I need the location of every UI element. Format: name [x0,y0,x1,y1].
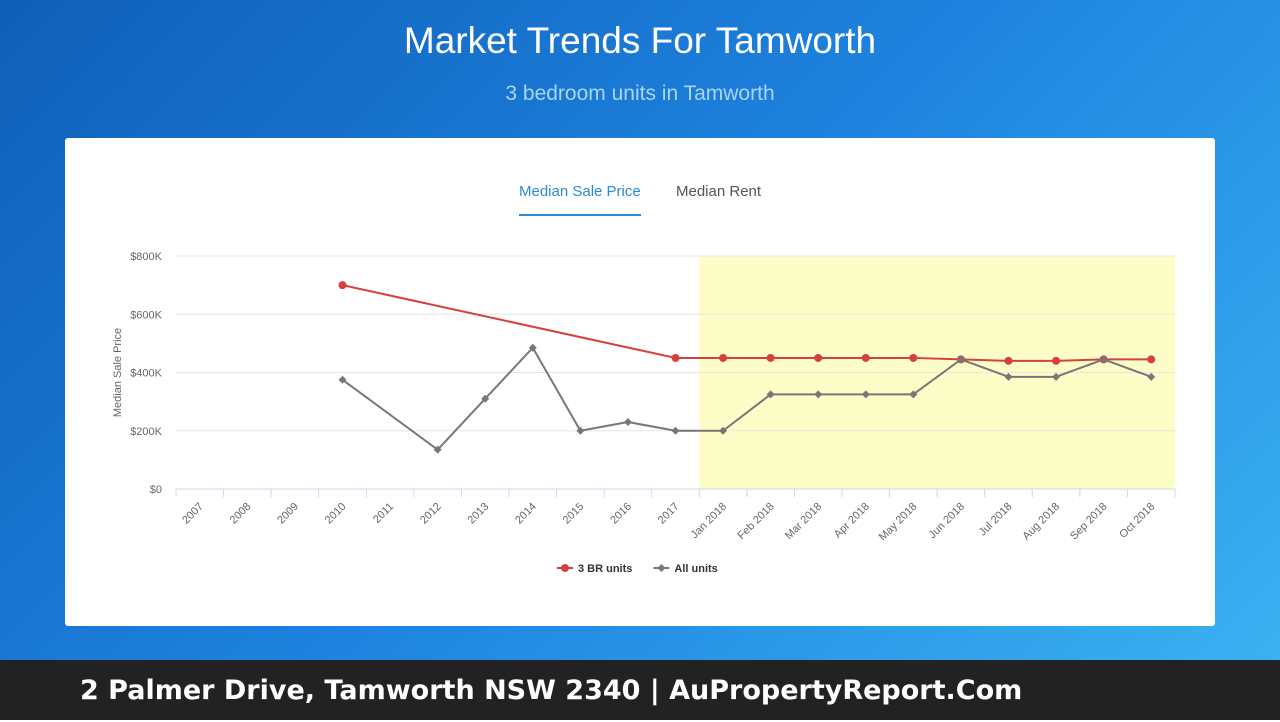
line-segment [912,358,962,396]
line-segment [1055,358,1104,378]
x-tick-label: 2013 [466,501,492,527]
line-segment [341,378,439,451]
y-tick-label: $200K [130,426,162,438]
point [623,418,632,427]
point [766,353,775,362]
point [719,353,728,362]
y-tick-label: $0 [150,484,162,496]
line-segment [960,358,1009,362]
x-tick-label: 2012 [418,501,444,527]
point [814,390,823,399]
chart: $0 $200K $400K $600K $800K 2007 2008 2009 2010 20… [112,251,1176,575]
line-segment [436,398,486,451]
point [861,353,870,362]
line-segment [531,347,582,432]
line-segment [580,421,629,432]
point [909,353,918,362]
x-tick-label: 2011 [371,501,396,526]
x-tick-label: Jul 2018 [977,501,1015,539]
x-tick-label: 2008 [228,501,254,527]
x-tick-label: Aug 2018 [1020,501,1062,543]
point [1004,356,1013,365]
x-tick-label: May 2018 [877,501,920,544]
point [814,353,823,362]
line-segment [342,284,676,359]
line-segment [1056,358,1104,362]
x-tick-label: Jun 2018 [927,501,967,541]
y-tick-label: $400K [130,368,162,380]
line-segment [484,347,534,400]
y-axis-label: Median Sale Price [112,328,124,417]
x-tick-label: 2014 [513,501,539,527]
y-tick-label: $600K [130,309,162,321]
point [1099,355,1108,364]
x-tick-label: 2010 [323,501,349,527]
x-tick-label: Oct 2018 [1117,501,1157,541]
point [1147,372,1156,381]
legend-marker [561,564,569,572]
point [1052,356,1061,365]
footer: 2 Palmer Drive, Tamworth NSW 2340 | AuPr… [0,660,1280,720]
x-tick-label: Mar 2018 [783,501,824,542]
y-tick-label: $800K [130,251,162,263]
point [1004,372,1013,381]
page-subtitle: 3 bedroom units in Tamworth [505,82,775,105]
x-tick-label: 2016 [608,501,634,527]
point [528,343,537,352]
point [338,281,347,290]
x-tick-label: 2007 [180,501,206,527]
point [861,390,870,399]
x-tick-label: Apr 2018 [832,501,872,541]
legend-label: 3 BR units [578,563,632,575]
line-segment [960,358,1009,378]
point [766,390,775,399]
line-segment [913,356,961,361]
x-tick-label: Jan 2018 [689,501,729,541]
x-tick-label: 2017 [656,501,682,527]
point [671,426,680,435]
point [338,375,347,384]
legend-label: All units [674,563,717,575]
x-tick-label: Sep 2018 [1068,501,1110,543]
line-segment [1103,358,1152,378]
legend-marker [657,564,666,572]
x-tick-label: Feb 2018 [735,501,776,542]
point [433,445,442,454]
point [481,394,490,403]
x-tick-label: 2009 [275,501,301,527]
point [1147,355,1156,364]
line-segment [627,421,676,432]
tab[interactable]: Median Rent [676,183,762,200]
page-title: Market Trends For Tamworth [403,20,877,61]
point [1052,372,1061,381]
tab[interactable]: Median Sale Price [519,183,641,216]
line-segment [722,393,772,432]
point [671,353,680,362]
point [909,390,918,399]
x-tick-label: 2015 [561,501,587,527]
point [719,426,728,435]
point [956,355,965,364]
point [576,426,585,435]
